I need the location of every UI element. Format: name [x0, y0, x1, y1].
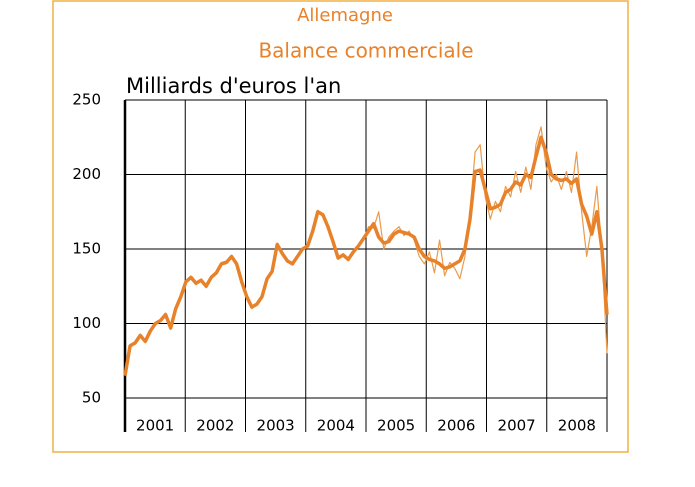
y-tick-label: 150 [72, 240, 101, 258]
y-tick-label: 200 [72, 165, 101, 183]
y-axis-label: Milliards d'euros l'an [126, 74, 341, 98]
x-tick-label: 2008 [558, 417, 596, 435]
y-tick-label: 250 [72, 91, 101, 109]
series-line [123, 135, 609, 376]
x-tick-label: 2001 [136, 417, 174, 435]
x-tick-label: 2003 [257, 417, 295, 435]
chart-subtitle: Balance commerciale [258, 39, 473, 63]
x-tick-label: 2007 [498, 417, 536, 435]
y-tick-label: 50 [82, 389, 101, 407]
y-tick-label: 100 [72, 314, 101, 332]
x-tick-label: 2002 [196, 417, 234, 435]
x-tick-label: 2005 [377, 417, 415, 435]
x-tick-label: 2006 [437, 417, 475, 435]
x-tick-label: 2004 [317, 417, 355, 435]
chart-title: Allemagne [297, 5, 393, 26]
frame [52, 0, 629, 453]
